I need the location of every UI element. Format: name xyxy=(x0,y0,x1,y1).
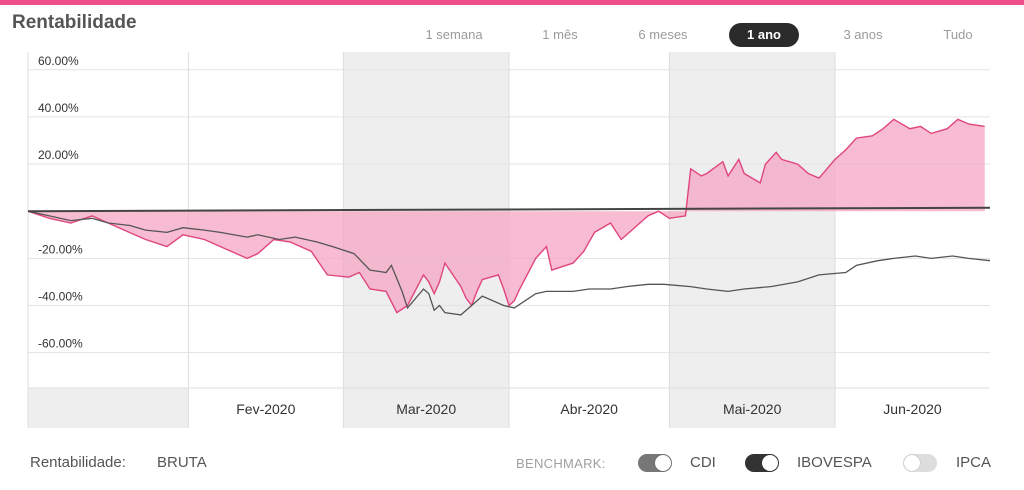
y-tick-label: -40.00% xyxy=(38,290,83,304)
rentabilidade-label: Rentabilidade: xyxy=(30,454,126,471)
ibovespa-line xyxy=(27,210,991,316)
period-button-1-semana[interactable]: 1 semana xyxy=(425,27,483,42)
period-button-1-ano[interactable]: 1 ano xyxy=(729,23,799,47)
period-button-1-mes[interactable]: 1 mês xyxy=(542,27,578,42)
period-button-tudo[interactable]: Tudo xyxy=(943,27,973,42)
period-selector: 1 semana 1 mês 6 meses 1 ano 3 anos Tudo xyxy=(0,23,1024,47)
ipca-toggle[interactable] xyxy=(903,454,937,472)
ibovespa-toggle[interactable] xyxy=(745,454,779,472)
fund-line xyxy=(27,118,985,314)
x-tick-label: Abr-2020 xyxy=(560,401,618,417)
y-tick-label: 60.00% xyxy=(38,54,79,68)
toggle-knob xyxy=(655,455,671,471)
ipca-toggle-label[interactable]: IPCA xyxy=(956,454,992,471)
y-tick-label: -20.00% xyxy=(38,242,83,256)
x-tick-label: Jun-2020 xyxy=(883,401,942,417)
fund-area xyxy=(28,119,985,313)
y-axis-ticks: 60.00% 40.00% 20.00% -20.00% -40.00% -60.00% xyxy=(38,54,83,351)
shaded-band-start xyxy=(28,388,189,428)
toggle-knob xyxy=(762,455,778,471)
page-title: Rentabilidade xyxy=(12,12,137,33)
cdi-line xyxy=(27,206,991,213)
x-axis-ticks: Fev-2020 Mar-2020 Abr-2020 Mai-2020 Jun-2020 xyxy=(236,401,942,417)
period-button-6-meses[interactable]: 6 meses xyxy=(638,27,688,42)
x-tick-label: Mar-2020 xyxy=(396,401,456,417)
cdi-toggle-label[interactable]: CDI xyxy=(690,454,716,471)
benchmark-label: BENCHMARK: xyxy=(516,456,606,471)
x-tick-label: Mai-2020 xyxy=(723,401,782,417)
chart-gridlines xyxy=(27,52,990,428)
returns-chart[interactable]: 60.00%40.00%20.00%-20.00%-40.00%-60.00% … xyxy=(0,40,1024,436)
y-tick-label: 20.00% xyxy=(38,148,79,162)
toggle-knob xyxy=(904,455,920,471)
shaded-band-1 xyxy=(669,52,836,428)
x-tick-label: Fev-2020 xyxy=(236,401,295,417)
ibovespa-toggle-label[interactable]: IBOVESPA xyxy=(797,454,872,471)
cdi-toggle[interactable] xyxy=(638,454,672,472)
y-tick-label: -60.00% xyxy=(38,337,83,351)
chart-footer: Rentabilidade: BRUTA BENCHMARK: CDI IBOV… xyxy=(0,446,1024,480)
y-tick-label: 40.00% xyxy=(38,101,79,115)
period-button-3-anos[interactable]: 3 anos xyxy=(843,27,883,42)
chart-series xyxy=(27,118,991,316)
top-accent-bar xyxy=(0,0,1024,5)
rentabilidade-type-value[interactable]: BRUTA xyxy=(157,454,207,471)
